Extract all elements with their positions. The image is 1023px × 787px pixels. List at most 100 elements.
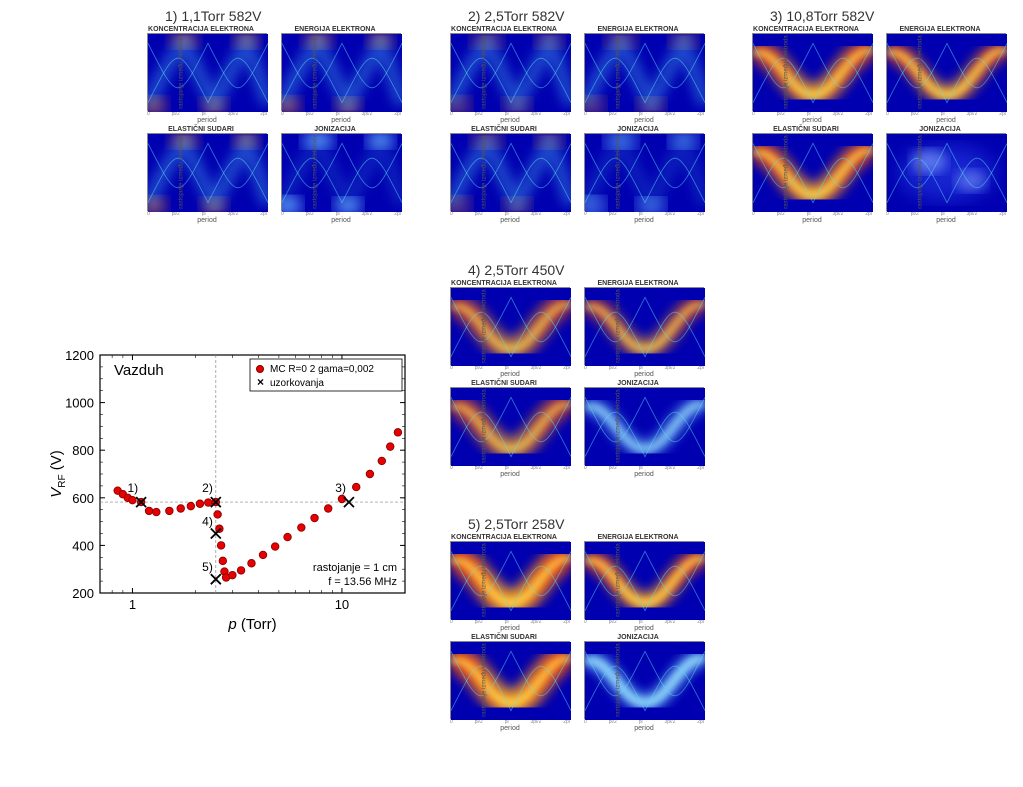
x-axis-label: period — [450, 371, 570, 378]
subplot: ELASTIČNI SUDARI rastojanje između elekt… — [135, 126, 267, 224]
subplot: JONIZACIJA rastojanje između elektroda 0… — [572, 126, 704, 224]
y-axis-label: rastojanje između elektroda — [482, 389, 488, 462]
subplot: ELASTIČNI SUDARI rastojanje između elekt… — [438, 126, 570, 224]
subplot: KONCENTRACIJA ELEKTRONA rastojanje izmeđ… — [135, 26, 267, 124]
panel-title: 4) 2,5Torr 450V — [438, 262, 704, 278]
heatmap: rastojanje između elektroda — [584, 387, 704, 465]
heatmap: rastojanje između elektroda — [450, 133, 570, 211]
x-axis-label: period — [450, 625, 570, 632]
subplot-label: KONCENTRACIJA ELEKTRONA — [438, 534, 570, 541]
y-axis-label: rastojanje između elektroda — [784, 135, 790, 208]
subplot-label: ELASTIČNI SUDARI — [438, 634, 570, 641]
subplot-label: KONCENTRACIJA ELEKTRONA — [438, 26, 570, 33]
heatmap: rastojanje između elektroda — [450, 287, 570, 365]
y-axis-label: rastojanje između elektroda — [918, 35, 924, 108]
subplot: JONIZACIJA rastojanje između elektroda 0… — [874, 126, 1006, 224]
panel-title: 3) 10,8Torr 582V — [740, 8, 1006, 24]
subplot-label: ENERGIJA ELEKTRONA — [572, 534, 704, 541]
y-axis-label: rastojanje između elektroda — [616, 35, 622, 108]
svg-text:p (Torr): p (Torr) — [227, 616, 276, 633]
svg-text:1): 1) — [127, 481, 138, 495]
svg-text:4): 4) — [202, 515, 213, 529]
subplot-label: ENERGIJA ELEKTRONA — [572, 280, 704, 287]
subplot: ENERGIJA ELEKTRONA rastojanje između ele… — [874, 26, 1006, 124]
y-axis-label: rastojanje između elektroda — [179, 35, 185, 108]
subplot: KONCENTRACIJA ELEKTRONA rastojanje izmeđ… — [438, 280, 570, 378]
heatmap: rastojanje između elektroda — [450, 641, 570, 719]
svg-text:1000: 1000 — [65, 396, 94, 411]
panel-title: 2) 2,5Torr 582V — [438, 8, 704, 24]
y-axis-label: rastojanje između elektroda — [313, 35, 319, 108]
x-axis-label: period — [886, 117, 1006, 124]
y-axis-label: rastojanje između elektroda — [918, 135, 924, 208]
subplot-label: JONIZACIJA — [874, 126, 1006, 133]
y-axis-label: rastojanje između elektroda — [482, 35, 488, 108]
y-axis-label: rastojanje između elektroda — [616, 643, 622, 716]
subplot: ELASTIČNI SUDARI rastojanje između elekt… — [438, 634, 570, 732]
panel-p2: 2) 2,5Torr 582V KONCENTRACIJA ELEKTRONA … — [438, 8, 704, 224]
x-axis-label: period — [584, 217, 704, 224]
heatmap: rastojanje između elektroda — [886, 133, 1006, 211]
panel-p1: 1) 1,1Torr 582V KONCENTRACIJA ELEKTRONA … — [135, 8, 401, 224]
subplot: ENERGIJA ELEKTRONA rastojanje između ele… — [572, 534, 704, 632]
svg-text:2): 2) — [202, 481, 213, 495]
panel-title: 5) 2,5Torr 258V — [438, 516, 704, 532]
heatmap: rastojanje između elektroda — [584, 541, 704, 619]
y-axis-label: rastojanje između elektroda — [482, 643, 488, 716]
main-scatter-chart: 20040060080010001200110p (Torr)VRF (V)Va… — [45, 345, 415, 635]
y-axis-label: rastojanje između elektroda — [616, 543, 622, 616]
svg-text:rastojanje = 1 cm: rastojanje = 1 cm — [313, 562, 397, 574]
svg-text:f = 13.56 MHz: f = 13.56 MHz — [328, 576, 397, 588]
panel-p3: 3) 10,8Torr 582V KONCENTRACIJA ELEKTRONA… — [740, 8, 1006, 224]
subplot-label: JONIZACIJA — [572, 126, 704, 133]
svg-text:5): 5) — [202, 560, 213, 574]
x-axis-label: period — [147, 217, 267, 224]
subplot-label: KONCENTRACIJA ELEKTRONA — [740, 26, 872, 33]
svg-text:uzorkovanja: uzorkovanja — [270, 378, 324, 389]
panel-title: 1) 1,1Torr 582V — [135, 8, 401, 24]
x-axis-label: period — [886, 217, 1006, 224]
heatmap: rastojanje između elektroda — [281, 33, 401, 111]
subplot-label: ENERGIJA ELEKTRONA — [269, 26, 401, 33]
heatmap: rastojanje između elektroda — [450, 387, 570, 465]
subplot: ENERGIJA ELEKTRONA rastojanje između ele… — [572, 26, 704, 124]
subplot-label: ENERGIJA ELEKTRONA — [572, 26, 704, 33]
heatmap: rastojanje između elektroda — [584, 133, 704, 211]
x-axis-label: period — [147, 117, 267, 124]
x-axis-label: period — [584, 117, 704, 124]
subplot-label: ELASTIČNI SUDARI — [740, 126, 872, 133]
heatmap: rastojanje između elektroda — [886, 33, 1006, 111]
svg-text:MC R=0 2 gama=0,002: MC R=0 2 gama=0,002 — [270, 364, 374, 375]
chart-svg: 20040060080010001200110p (Torr)VRF (V)Va… — [45, 345, 415, 635]
subplot-label: ENERGIJA ELEKTRONA — [874, 26, 1006, 33]
y-axis-label: rastojanje između elektroda — [784, 35, 790, 108]
svg-text:×: × — [257, 375, 264, 389]
y-axis-label: rastojanje između elektroda — [482, 135, 488, 208]
x-axis-label: period — [281, 217, 401, 224]
subplot: ENERGIJA ELEKTRONA rastojanje između ele… — [572, 280, 704, 378]
svg-text:200: 200 — [72, 586, 94, 601]
subplot: JONIZACIJA rastojanje između elektroda 0… — [269, 126, 401, 224]
subplot: ENERGIJA ELEKTRONA rastojanje između ele… — [269, 26, 401, 124]
subplot-label: JONIZACIJA — [572, 634, 704, 641]
svg-text:600: 600 — [72, 491, 94, 506]
x-axis-label: period — [450, 117, 570, 124]
y-axis-label: rastojanje između elektroda — [482, 289, 488, 362]
heatmap: rastojanje između elektroda — [281, 133, 401, 211]
x-axis-label: period — [281, 117, 401, 124]
heatmap: rastojanje između elektroda — [752, 133, 872, 211]
y-axis-label: rastojanje između elektroda — [179, 135, 185, 208]
x-axis-label: period — [450, 725, 570, 732]
y-axis-label: rastojanje između elektroda — [616, 135, 622, 208]
subplot-label: JONIZACIJA — [269, 126, 401, 133]
svg-text:Vazduh: Vazduh — [114, 362, 164, 379]
svg-text:1: 1 — [129, 597, 136, 612]
svg-text:3): 3) — [335, 481, 346, 495]
svg-text:10: 10 — [335, 597, 349, 612]
heatmap: rastojanje između elektroda — [584, 287, 704, 365]
subplot-label: JONIZACIJA — [572, 380, 704, 387]
x-axis-label: period — [752, 217, 872, 224]
subplot: KONCENTRACIJA ELEKTRONA rastojanje izmeđ… — [438, 534, 570, 632]
subplot: JONIZACIJA rastojanje između elektroda 0… — [572, 634, 704, 732]
y-axis-label: rastojanje između elektroda — [313, 135, 319, 208]
